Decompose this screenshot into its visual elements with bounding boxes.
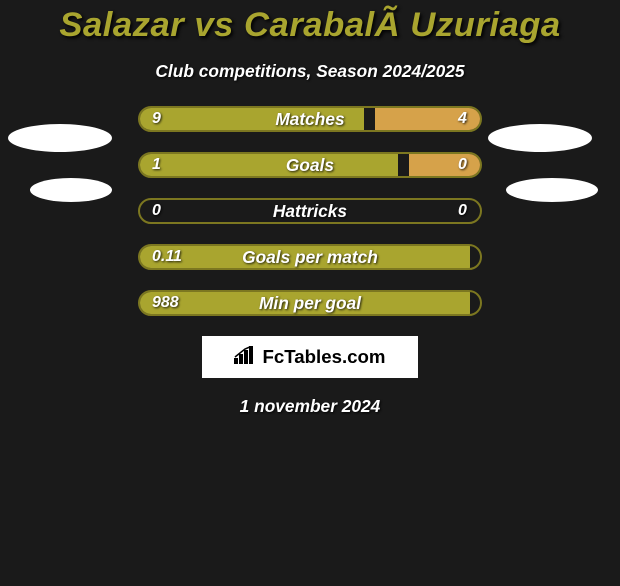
bar-track — [138, 152, 482, 178]
brand-text: FcTables.com — [262, 346, 385, 368]
bar-track — [138, 244, 482, 270]
date-line: 1 november 2024 — [0, 396, 620, 417]
bar-track — [138, 106, 482, 132]
stat-row: Goals10 — [0, 152, 620, 178]
bar-track — [138, 290, 482, 316]
bar-left — [140, 108, 364, 130]
bar-right — [409, 154, 480, 176]
bar-track — [138, 198, 482, 224]
bar-right — [375, 108, 480, 130]
page-title: Salazar vs CarabalÃ Uzuriaga — [0, 6, 620, 45]
bar-left — [140, 154, 398, 176]
stat-row: Min per goal988 — [0, 290, 620, 316]
bar-left — [140, 246, 470, 268]
bar-left — [140, 292, 470, 314]
stat-row: Goals per match0.11 — [0, 244, 620, 270]
stat-row: Hattricks00 — [0, 198, 620, 224]
brand-box: FcTables.com — [202, 336, 418, 378]
decor-ellipse — [30, 178, 112, 202]
decor-ellipse — [8, 124, 112, 152]
chart-icon — [234, 346, 256, 369]
decor-ellipse — [506, 178, 598, 202]
subtitle: Club competitions, Season 2024/2025 — [0, 61, 620, 82]
decor-ellipse — [488, 124, 592, 152]
